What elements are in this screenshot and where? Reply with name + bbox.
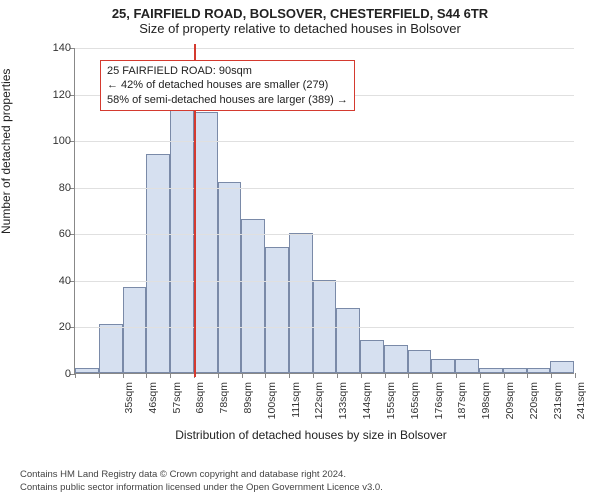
gridline <box>75 234 574 235</box>
y-tick-label: 80 <box>45 182 71 194</box>
x-tick <box>456 373 457 378</box>
gridline <box>75 48 574 49</box>
x-tick <box>75 373 76 378</box>
histogram-bar <box>408 350 432 373</box>
histogram-bar <box>479 368 503 373</box>
x-tick <box>432 373 433 378</box>
histogram-bar <box>550 361 574 373</box>
x-tick <box>337 373 338 378</box>
histogram-bar <box>218 182 242 373</box>
footer-line-1: Contains HM Land Registry data © Crown c… <box>20 469 383 481</box>
x-tick-label: 133sqm <box>337 382 349 432</box>
annotation-line: 25 FAIRFIELD ROAD: 90sqm <box>107 64 348 78</box>
histogram-chart: Number of detached properties 0204060801… <box>34 44 588 424</box>
x-tick <box>385 373 386 378</box>
histogram-bar <box>503 368 527 373</box>
x-tick <box>313 373 314 378</box>
x-tick <box>242 373 243 378</box>
histogram-bar <box>455 359 479 373</box>
y-tick-label: 140 <box>45 42 71 54</box>
x-tick <box>480 373 481 378</box>
x-tick <box>289 373 290 378</box>
x-tick-label: 111sqm <box>290 382 302 432</box>
x-tick-label: 165sqm <box>409 382 421 432</box>
histogram-bar <box>431 359 455 373</box>
x-tick <box>146 373 147 378</box>
x-tick-label: 122sqm <box>313 382 325 432</box>
x-tick-label: 78sqm <box>218 382 230 432</box>
y-axis-label: Number of detached properties <box>0 69 13 234</box>
page-title-address: 25, FAIRFIELD ROAD, BOLSOVER, CHESTERFIE… <box>0 0 600 21</box>
histogram-bar <box>313 280 337 373</box>
histogram-bar <box>99 324 123 373</box>
histogram-bar <box>75 368 99 373</box>
y-tick-label: 20 <box>45 321 71 333</box>
gridline <box>75 141 574 142</box>
x-tick-label: 68sqm <box>194 382 206 432</box>
footer-line-2: Contains public sector information licen… <box>20 482 383 494</box>
x-tick <box>170 373 171 378</box>
y-tick-label: 60 <box>45 228 71 240</box>
plot-area: 02040608010012014035sqm46sqm57sqm68sqm78… <box>74 48 574 374</box>
x-tick-label: 100sqm <box>266 382 278 432</box>
x-tick <box>99 373 100 378</box>
x-tick-label: 46sqm <box>147 382 159 432</box>
x-axis-label: Distribution of detached houses by size … <box>34 428 588 442</box>
histogram-bar <box>194 112 218 373</box>
x-tick-label: 231sqm <box>552 382 564 432</box>
x-tick-label: 220sqm <box>528 382 540 432</box>
y-tick-label: 40 <box>45 275 71 287</box>
x-tick <box>527 373 528 378</box>
histogram-bar <box>241 219 265 373</box>
x-tick <box>551 373 552 378</box>
annotation-line: ← 42% of detached houses are smaller (27… <box>107 78 348 92</box>
y-tick-label: 0 <box>45 368 71 380</box>
gridline <box>75 327 574 328</box>
histogram-bar <box>265 247 289 373</box>
y-tick-label: 120 <box>45 89 71 101</box>
gridline <box>75 281 574 282</box>
histogram-bar <box>123 287 147 373</box>
x-tick-label: 241sqm <box>575 382 587 432</box>
histogram-bar <box>360 340 384 373</box>
x-tick-label: 198sqm <box>480 382 492 432</box>
x-tick-label: 144sqm <box>361 382 373 432</box>
x-tick <box>123 373 124 378</box>
x-tick <box>265 373 266 378</box>
x-tick <box>408 373 409 378</box>
annotation-line: 58% of semi-detached houses are larger (… <box>107 93 348 107</box>
attribution-footer: Contains HM Land Registry data © Crown c… <box>20 469 383 494</box>
y-tick-label: 100 <box>45 135 71 147</box>
histogram-bar <box>527 368 551 373</box>
histogram-bar <box>384 345 408 373</box>
x-tick-label: 187sqm <box>456 382 468 432</box>
gridline <box>75 188 574 189</box>
histogram-bar <box>289 233 313 373</box>
x-tick-label: 35sqm <box>123 382 135 432</box>
x-tick <box>575 373 576 378</box>
x-tick-label: 57sqm <box>171 382 183 432</box>
x-tick-label: 89sqm <box>242 382 254 432</box>
annotation-box: 25 FAIRFIELD ROAD: 90sqm← 42% of detache… <box>100 60 355 111</box>
x-tick-label: 155sqm <box>385 382 397 432</box>
histogram-bar <box>336 308 360 373</box>
x-tick <box>361 373 362 378</box>
x-tick <box>218 373 219 378</box>
x-tick-label: 209sqm <box>504 382 516 432</box>
page-subtitle: Size of property relative to detached ho… <box>0 21 600 40</box>
x-tick <box>504 373 505 378</box>
x-tick-label: 176sqm <box>433 382 445 432</box>
